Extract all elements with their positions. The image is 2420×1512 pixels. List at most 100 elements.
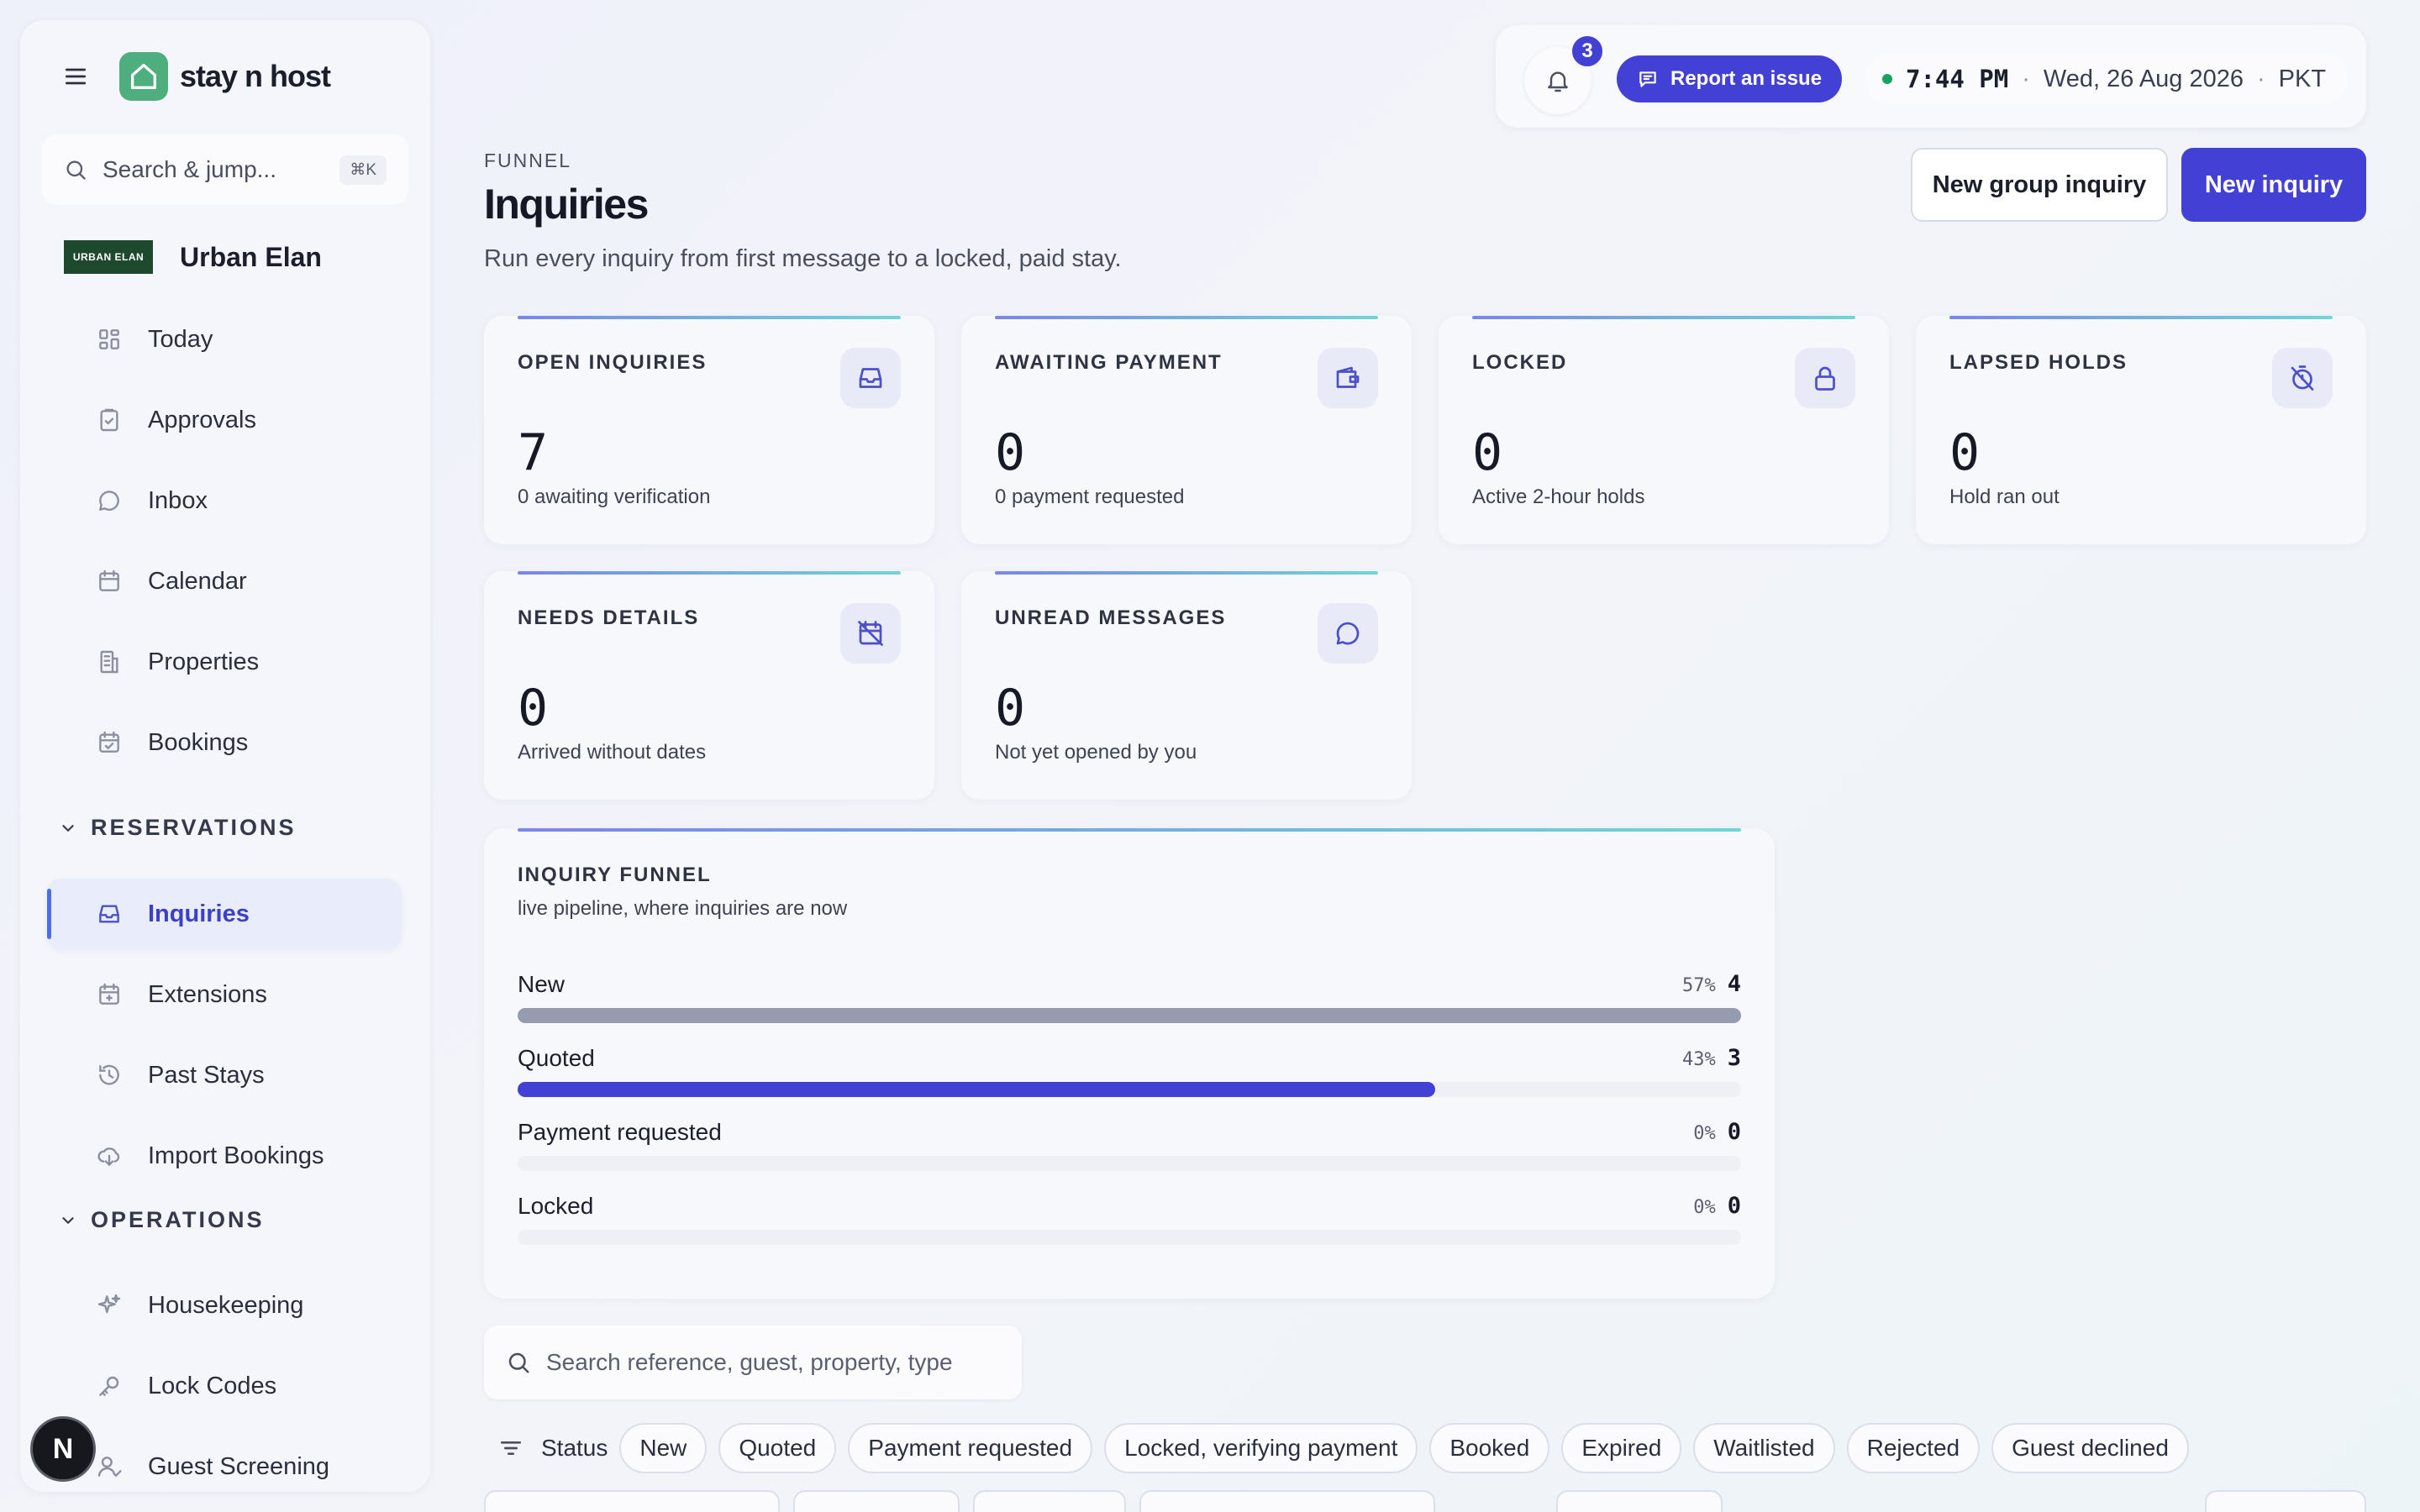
sidebar-item-approvals[interactable]: Approvals bbox=[47, 385, 402, 455]
inquiry-search-input[interactable]: Search reference, guest, property, type bbox=[484, 1326, 1022, 1399]
sidebar-item-lock-codes[interactable]: Lock Codes bbox=[47, 1351, 402, 1421]
filter-icon[interactable] bbox=[497, 1435, 524, 1462]
clock-date: Wed, 26 Aug 2026 bbox=[2043, 65, 2244, 92]
filter-control[interactable] bbox=[793, 1490, 960, 1512]
report-issue-button[interactable]: Report an issue bbox=[1617, 55, 1843, 102]
funnel-stage-label: Locked bbox=[518, 1193, 594, 1219]
stat-card-lapsed-holds[interactable]: LAPSED HOLDS 0 Hold ran out bbox=[1916, 316, 2366, 544]
stat-card-unread-messages[interactable]: UNREAD MESSAGES 0 Not yet opened by you bbox=[961, 571, 1412, 800]
sidebar-item-extensions[interactable]: Extensions bbox=[47, 959, 402, 1030]
brand-name: stay n host bbox=[180, 59, 331, 93]
filter-control[interactable] bbox=[1139, 1490, 1435, 1512]
sidebar-header: stay n host bbox=[60, 52, 331, 101]
funnel-track bbox=[518, 1230, 1741, 1245]
funnel-subtitle: live pipeline, where inquiries are now bbox=[518, 897, 848, 920]
sidebar-item-label: Lock Codes bbox=[148, 1372, 277, 1399]
new-inquiry-button[interactable]: New inquiry bbox=[2181, 148, 2366, 222]
sidebar-item-bookings[interactable]: Bookings bbox=[47, 707, 402, 778]
clock-time: 7:44 PM bbox=[1906, 65, 2009, 93]
sidebar-item-label: Inbox bbox=[148, 486, 208, 514]
status-chip-expired[interactable]: Expired bbox=[1561, 1423, 1682, 1473]
status-chip-waitlisted[interactable]: Waitlisted bbox=[1693, 1423, 1835, 1473]
sparkles-icon bbox=[96, 1292, 123, 1319]
report-issue-label: Report an issue bbox=[1670, 67, 1823, 90]
stat-label: AWAITING PAYMENT bbox=[995, 351, 1223, 374]
inquiry-funnel-panel: INQUIRY FUNNEL live pipeline, where inqu… bbox=[484, 828, 1775, 1299]
sidebar-item-today[interactable]: Today bbox=[47, 304, 402, 375]
filter-control[interactable] bbox=[1556, 1490, 1723, 1512]
funnel-stage-percent: 43% bbox=[1681, 1049, 1716, 1070]
search-icon bbox=[506, 1350, 531, 1375]
section-label: RESERVATIONS bbox=[91, 815, 297, 840]
shortcut-badge: ⌘K bbox=[339, 155, 387, 185]
status-chip-booked[interactable]: Booked bbox=[1429, 1423, 1550, 1473]
sidebar-item-import-bookings[interactable]: Import Bookings bbox=[47, 1121, 402, 1191]
bell-icon bbox=[1544, 67, 1571, 94]
org-logo: URBAN ELAN bbox=[64, 240, 153, 274]
sidebar-item-inquiries[interactable]: Inquiries bbox=[47, 879, 402, 949]
inquiry-search-placeholder: Search reference, guest, property, type bbox=[546, 1349, 953, 1375]
stat-subtext: Hold ran out bbox=[1949, 486, 2060, 508]
funnel-row-quoted[interactable]: Quoted 43% 3 bbox=[518, 1045, 1741, 1104]
stat-value: 0 bbox=[518, 679, 549, 738]
section-operations[interactable]: OPERATIONS bbox=[59, 1207, 265, 1233]
status-chip-rejected[interactable]: Rejected bbox=[1846, 1423, 1981, 1473]
wallet-icon bbox=[1318, 348, 1378, 408]
sidebar-item-label: Import Bookings bbox=[148, 1142, 324, 1169]
filter-control[interactable] bbox=[973, 1490, 1126, 1512]
menu-icon[interactable] bbox=[60, 61, 91, 92]
sidebar-item-label: Inquiries bbox=[148, 900, 250, 927]
brand-logo-icon bbox=[119, 52, 168, 101]
stat-card-open-inquiries[interactable]: OPEN INQUIRIES 7 0 awaiting verification bbox=[484, 316, 934, 544]
funnel-title: INQUIRY FUNNEL bbox=[518, 864, 712, 886]
key-icon bbox=[96, 1373, 123, 1399]
funnel-track bbox=[518, 1082, 1741, 1097]
lock-icon bbox=[1795, 348, 1855, 408]
sidebar-item-label: Guest Screening bbox=[148, 1452, 330, 1480]
sidebar-item-past-stays[interactable]: Past Stays bbox=[47, 1040, 402, 1110]
calendar-icon bbox=[96, 568, 123, 595]
filter-control[interactable] bbox=[484, 1490, 780, 1512]
funnel-row-new[interactable]: New 57% 4 bbox=[518, 971, 1741, 1030]
user-check-icon bbox=[96, 1453, 123, 1480]
stat-subtext: 0 payment requested bbox=[995, 486, 1185, 508]
stat-label: NEEDS DETAILS bbox=[518, 606, 700, 629]
sidebar-item-housekeeping[interactable]: Housekeeping bbox=[47, 1270, 402, 1341]
stat-label: LOCKED bbox=[1472, 351, 1568, 374]
cloud-download-icon bbox=[96, 1142, 123, 1169]
org-switcher[interactable]: URBAN ELAN Urban Elan bbox=[64, 240, 322, 274]
sidebar-item-calendar[interactable]: Calendar bbox=[47, 546, 402, 617]
stat-card-locked[interactable]: LOCKED 0 Active 2-hour holds bbox=[1439, 316, 1889, 544]
status-dot bbox=[1882, 74, 1892, 84]
avatar[interactable]: N bbox=[30, 1416, 96, 1482]
page-title: Inquiries bbox=[484, 181, 649, 228]
section-reservations[interactable]: RESERVATIONS bbox=[59, 815, 297, 841]
stat-label: UNREAD MESSAGES bbox=[995, 606, 1227, 629]
stat-value: 0 bbox=[1472, 423, 1503, 482]
status-chip-quoted[interactable]: Quoted bbox=[718, 1423, 837, 1473]
status-chip-new[interactable]: New bbox=[619, 1423, 708, 1473]
funnel-row-locked[interactable]: Locked 0% 0 bbox=[518, 1193, 1741, 1252]
status-filter-label: Status bbox=[541, 1435, 608, 1461]
funnel-row-payment-requested[interactable]: Payment requested 0% 0 bbox=[518, 1119, 1741, 1178]
status-chip-guest-declined[interactable]: Guest declined bbox=[1991, 1423, 2189, 1473]
status-chip-locked-verifying[interactable]: Locked, verifying payment bbox=[1104, 1423, 1418, 1473]
grid-icon bbox=[96, 326, 123, 353]
status-chip-payment-requested[interactable]: Payment requested bbox=[848, 1423, 1093, 1473]
funnel-stage-count: 3 bbox=[1727, 1045, 1741, 1071]
chevron-down-icon bbox=[59, 1211, 77, 1230]
stat-card-needs-details[interactable]: NEEDS DETAILS 0 Arrived without dates bbox=[484, 571, 934, 800]
sidebar-item-guest-screening[interactable]: Guest Screening bbox=[47, 1431, 402, 1492]
building-icon bbox=[96, 648, 123, 675]
status-filter-bar: Status New Quoted Payment requested Lock… bbox=[497, 1423, 2201, 1473]
sidebar-item-inbox[interactable]: Inbox bbox=[47, 465, 402, 536]
sidebar-item-properties[interactable]: Properties bbox=[47, 627, 402, 697]
chat-bubble-icon bbox=[96, 487, 123, 514]
sidebar-search-input[interactable]: Search & jump... ⌘K bbox=[42, 134, 408, 205]
new-group-inquiry-button[interactable]: New group inquiry bbox=[1911, 148, 2168, 222]
sidebar-item-label: Properties bbox=[148, 648, 260, 675]
clock: 7:44 PM · Wed, 26 Aug 2026 · PKT bbox=[1865, 54, 2349, 104]
funnel-stage-label: New bbox=[518, 971, 566, 997]
stat-card-awaiting-payment[interactable]: AWAITING PAYMENT 0 0 payment requested bbox=[961, 316, 1412, 544]
filter-control[interactable] bbox=[2205, 1490, 2366, 1512]
